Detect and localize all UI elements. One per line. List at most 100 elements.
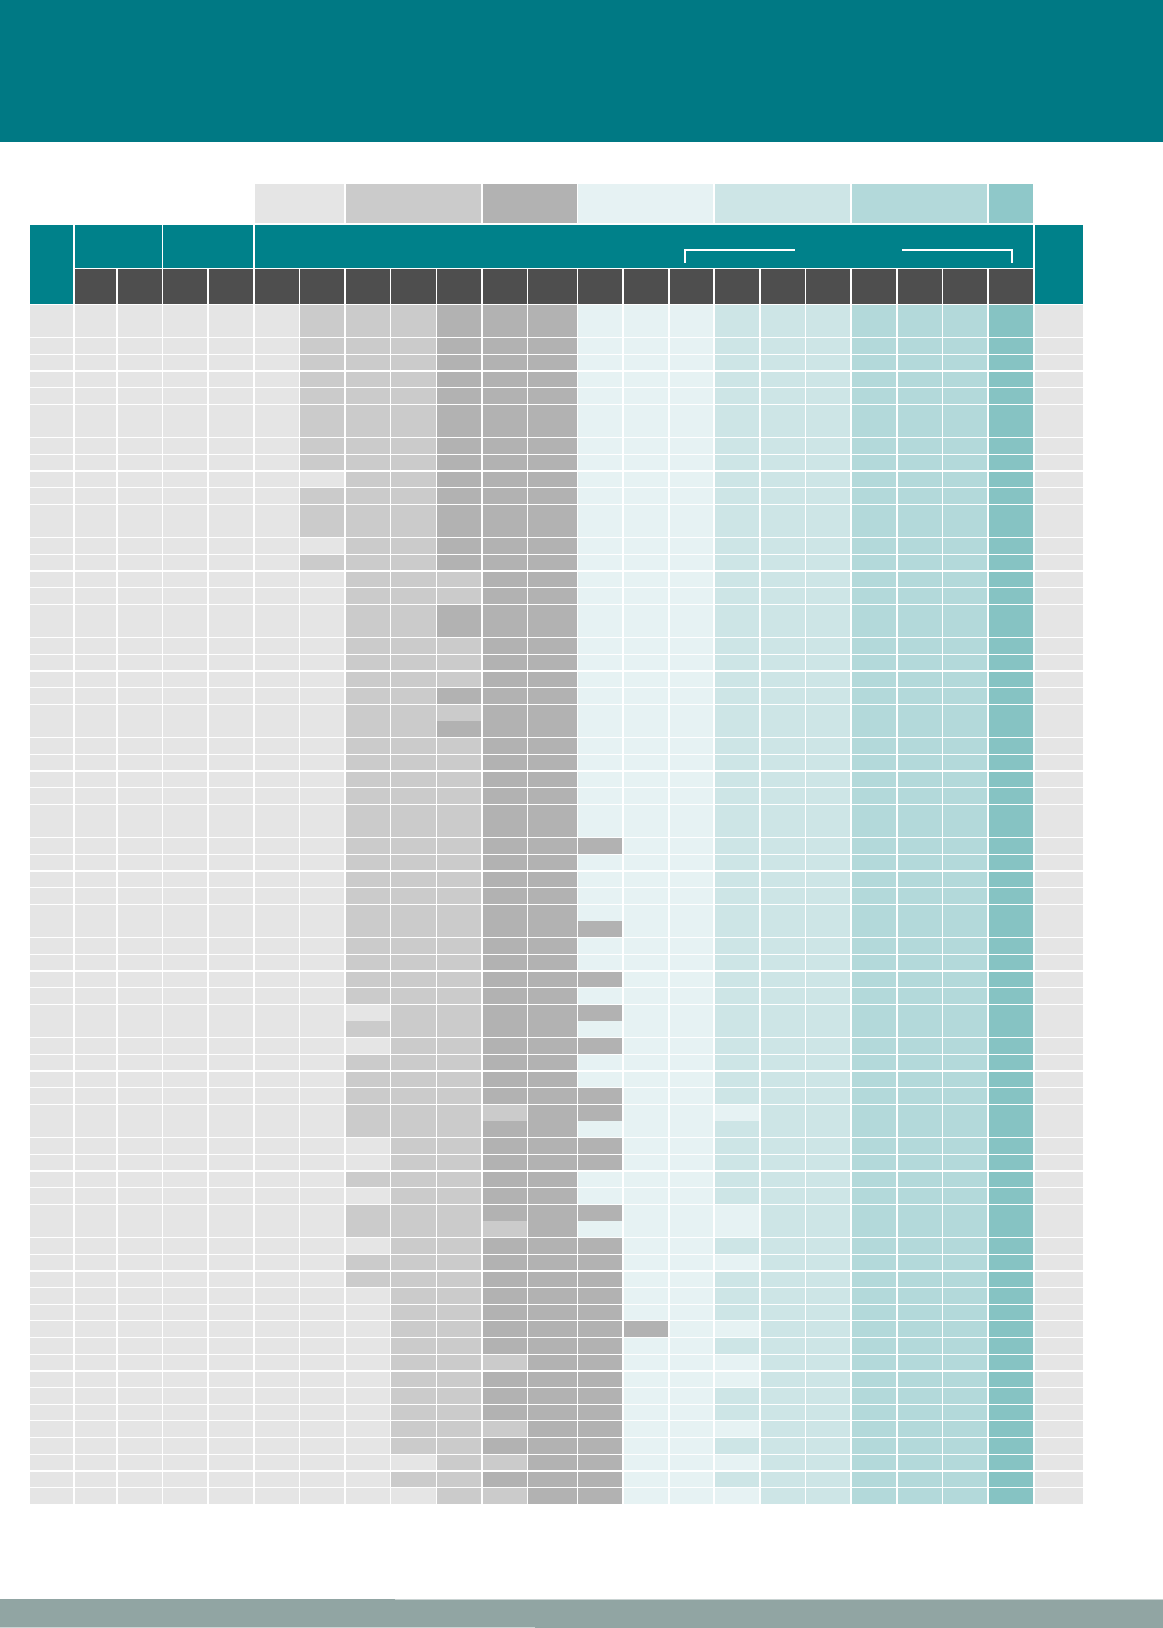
subheader-cell (346, 269, 390, 304)
table-cell (806, 338, 850, 354)
table-cell (715, 1221, 759, 1237)
table-cell (989, 1404, 1033, 1421)
table-cell (852, 1071, 896, 1088)
table-cell (118, 804, 162, 821)
table-cell (578, 1138, 622, 1154)
table-cell (30, 771, 73, 788)
table-cell (761, 1271, 805, 1288)
table-cell (528, 554, 577, 571)
table-cell (989, 388, 1033, 404)
table-cell (163, 554, 207, 571)
table-cell (437, 1254, 481, 1271)
table-cell (989, 1071, 1033, 1088)
table-cell (528, 1121, 577, 1137)
table-cell (118, 1354, 162, 1371)
table-cell (255, 738, 299, 754)
table-cell (852, 1371, 896, 1388)
table-cell (30, 838, 73, 854)
table-cell (898, 1421, 942, 1437)
subheader-cell (806, 269, 850, 304)
table-cell (163, 904, 207, 921)
table-cell (624, 1154, 668, 1171)
table-cell (255, 1487, 299, 1504)
table-cell (30, 1387, 73, 1404)
table-cell (30, 638, 73, 654)
table-cell (437, 904, 481, 921)
table-cell (624, 1304, 668, 1321)
table-cell (806, 371, 850, 388)
table-cell (578, 754, 622, 771)
table-cell (578, 305, 622, 321)
table-cell (118, 1254, 162, 1271)
table-cell (898, 721, 942, 737)
table-cell (624, 804, 668, 821)
table-cell (528, 1454, 577, 1471)
table-cell (483, 771, 527, 788)
table-cell (670, 471, 713, 488)
table-cell (437, 305, 481, 321)
table-cell (1035, 738, 1083, 754)
table-cell (806, 438, 850, 454)
table-cell (209, 1321, 253, 1337)
table-cell (852, 854, 896, 871)
table-cell (761, 488, 805, 504)
table-cell (624, 1454, 668, 1471)
table-cell (437, 1104, 481, 1121)
table-cell (30, 1187, 73, 1204)
table-cell (483, 504, 527, 521)
table-cell (670, 1338, 713, 1354)
table-cell (30, 854, 73, 871)
table-cell (437, 604, 481, 621)
table-cell (1035, 1138, 1083, 1154)
table-cell (163, 1271, 207, 1288)
table-cell (761, 1304, 805, 1321)
table-cell (30, 438, 73, 454)
table-cell (578, 471, 622, 488)
table-cell (898, 1087, 942, 1104)
table-cell (989, 854, 1033, 871)
table-cell (761, 1487, 805, 1504)
table-cell (300, 1421, 344, 1437)
table-cell (528, 1171, 577, 1188)
table-cell (483, 888, 527, 904)
table-cell (852, 788, 896, 804)
table-cell (852, 1404, 896, 1421)
table-cell (715, 421, 759, 437)
table-cell (437, 471, 481, 488)
table-cell (118, 521, 162, 537)
table-cell (391, 1187, 436, 1204)
table-cell (761, 954, 805, 971)
table-cell (898, 554, 942, 571)
table-cell (346, 1121, 390, 1137)
category-band (578, 184, 713, 223)
table-cell (209, 838, 253, 854)
table-cell (437, 338, 481, 354)
table-cell (346, 688, 390, 704)
table-cell (578, 1054, 622, 1071)
table-cell (1035, 571, 1083, 588)
table-cell (528, 638, 577, 654)
table-cell (30, 1138, 73, 1154)
table-cell (118, 1304, 162, 1321)
table-cell (300, 1338, 344, 1354)
table-cell (624, 504, 668, 521)
table-cell (578, 504, 622, 521)
table-cell (391, 454, 436, 471)
table-cell (163, 488, 207, 504)
table-cell (806, 521, 850, 537)
table-cell (624, 1321, 668, 1337)
table-cell (209, 588, 253, 604)
table-cell (761, 1371, 805, 1388)
table-cell (578, 554, 622, 571)
table-cell (806, 388, 850, 404)
table-cell (209, 1487, 253, 1504)
table-cell (670, 571, 713, 588)
table-cell (75, 338, 116, 354)
table-cell (391, 788, 436, 804)
table-cell (624, 1471, 668, 1488)
table-cell (75, 1104, 116, 1121)
table-cell (255, 1338, 299, 1354)
table-cell (346, 1421, 390, 1437)
table-cell (75, 771, 116, 788)
table-cell (852, 821, 896, 837)
